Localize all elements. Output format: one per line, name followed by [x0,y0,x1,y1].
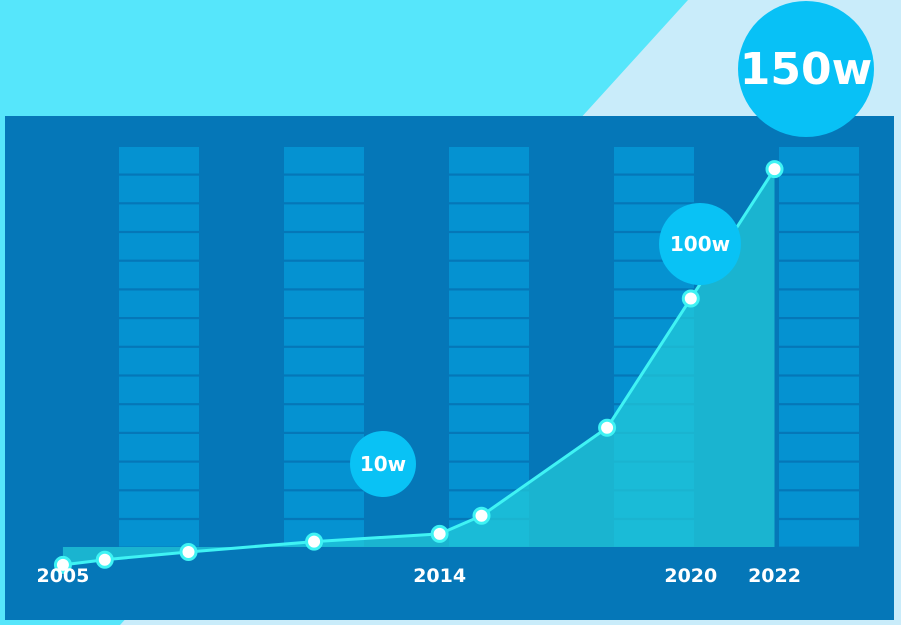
column-segment [119,233,199,260]
column-segment [284,233,364,260]
annotation-bubble-150w: 150w [738,1,874,137]
column-segment [779,319,859,346]
annotation-label-100w: 100w [669,232,731,256]
x-tick-label-2022: 2022 [748,565,801,587]
column-segment [119,462,199,490]
column-segment [779,491,859,518]
column-segment [449,261,529,289]
column-segment [449,175,529,203]
column-segment [779,147,859,174]
annotation-label-10w: 10w [359,452,407,476]
annotation-bubble-10w: 10w [350,431,416,497]
data-point-2011 [305,532,324,551]
column-segment [119,491,199,518]
column-segment [449,147,529,174]
column-segment [779,261,859,289]
column-segment [119,405,199,432]
column-segment [779,434,859,461]
column-segment [119,175,199,203]
column-segment [119,520,199,547]
column-segment [284,290,364,317]
column-segment [449,290,529,317]
column-segment [614,147,694,174]
column-segment [119,261,199,289]
column-segment [449,233,529,260]
data-point-2020 [681,289,700,308]
chart-panel: 2005 2014 2020 2022 [5,116,894,620]
column-segment [614,175,694,203]
data-point-2015 [472,506,491,525]
column-segment [779,405,859,432]
column-segment [119,347,199,375]
data-point-2005 [53,555,72,574]
column-segment [284,261,364,289]
column-segment [449,204,529,231]
column-segment [449,462,529,490]
annotation-label-150w: 150w [739,43,873,95]
column-segment [779,290,859,317]
column-segment [119,376,199,404]
column-segment [284,175,364,203]
column-segment [779,462,859,490]
x-axis-ticks: 2005 2014 2020 2022 [36,565,800,587]
column-segment [449,319,529,346]
data-point-2014 [430,524,449,543]
x-tick-label-2014: 2014 [413,565,466,587]
data-point-2008 [179,542,198,561]
data-point-2022 [765,160,784,179]
column-segment [779,175,859,203]
column-segment [119,290,199,317]
column-segment [284,319,364,346]
column-segment [284,376,364,404]
x-tick-label-2020: 2020 [664,565,717,587]
column-segment [119,147,199,174]
column-segment [119,319,199,346]
data-point-2006 [95,550,114,569]
column-segment [284,491,364,518]
column-segment [284,405,364,432]
annotation-bubble-100w: 100w [659,203,741,285]
column-segment [779,347,859,375]
column-segment [779,520,859,547]
column-segment [119,204,199,231]
column-segment [449,347,529,375]
column-segment [449,405,529,432]
x-tick-label-2005: 2005 [36,565,89,587]
growth-area [62,169,775,565]
column-segment [449,434,529,461]
column-segment [779,204,859,231]
column-segment [779,376,859,404]
chart-plot: 2005 2014 2020 2022 [36,147,859,587]
column-segment [119,434,199,461]
column-segment [284,204,364,231]
data-point-2018 [598,418,617,437]
column-segment [284,147,364,174]
data-points [53,160,784,574]
column-segment [449,376,529,404]
column-segment [779,233,859,260]
column-segment [284,347,364,375]
